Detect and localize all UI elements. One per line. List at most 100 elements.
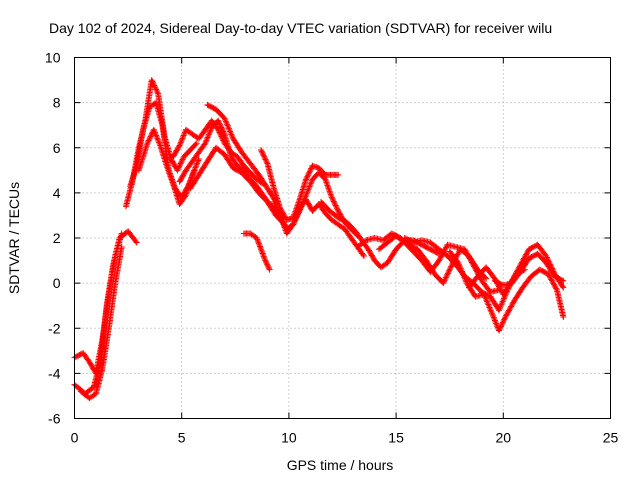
data-point-marker [500,318,507,325]
data-point-marker [223,119,230,126]
data-point-marker [306,202,313,209]
x-axis-label: GPS time / hours [287,457,394,473]
data-point-marker [486,304,493,311]
data-point-marker [360,251,367,258]
data-point-marker [273,204,280,211]
data-point-marker [444,270,451,277]
data-point-marker [176,178,183,185]
series-sat-i [187,144,288,228]
data-point-marker [462,275,469,282]
x-tick-label: 25 [603,430,619,446]
data-point-marker [259,250,266,257]
data-point-marker [274,207,281,214]
data-point-marker [305,170,312,177]
data-point-marker [259,149,266,156]
data-point-marker [215,119,222,126]
data-point-marker [152,131,159,138]
data-point-marker [488,308,495,315]
data-point-marker [263,260,270,267]
data-point-marker [490,313,497,320]
data-point-marker [87,360,94,367]
y-axis-label: SDTVAR / TECUs [6,182,22,294]
data-point-marker [151,128,158,135]
data-point-marker [445,269,452,276]
data-point-marker [506,307,513,314]
data-point-marker [496,305,503,312]
data-point-marker [178,157,185,164]
data-point-marker [190,168,197,175]
data-point-marker [274,208,281,215]
data-point-marker [543,254,550,261]
data-point-marker [460,272,467,279]
data-point-marker [335,171,342,178]
data-point-marker [256,242,263,249]
data-point-marker [177,139,184,146]
x-tick-label: 20 [496,430,512,446]
data-point-marker [146,136,153,143]
data-point-marker [304,187,311,194]
data-point-marker [456,262,463,269]
data-point-marker [219,127,226,134]
data-point-marker [254,236,261,243]
data-point-marker [328,194,335,201]
data-point-marker [435,257,442,264]
data-point-marker [156,141,163,148]
data-point-marker [148,77,155,84]
data-point-marker [225,125,232,132]
data-point-marker [170,161,177,168]
data-point-marker [145,138,152,145]
data-point-marker [489,311,496,318]
data-points [71,77,567,402]
data-point-marker [177,141,184,148]
data-point-marker [176,161,183,168]
data-point-marker [178,174,185,181]
data-point-marker [217,121,224,128]
data-point-marker [204,134,211,141]
data-point-marker [463,248,470,255]
data-point-marker [470,262,477,269]
data-point-marker [258,147,265,154]
data-point-marker [368,252,375,259]
data-point-marker [150,126,157,133]
data-point-marker [270,198,277,205]
data-point-marker [548,277,555,284]
series-sat-b [71,230,125,377]
data-point-marker [264,262,271,269]
data-point-marker [460,271,467,278]
data-point-marker [221,115,228,122]
data-point-marker [306,183,313,190]
data-point-marker [146,134,153,141]
data-point-marker [181,169,188,176]
data-point-marker [485,301,492,308]
data-point-marker [177,177,184,184]
data-point-marker [229,134,236,141]
data-point-marker [552,284,559,291]
data-point-marker [151,129,158,136]
data-point-marker [224,122,231,129]
data-point-marker [468,259,475,266]
series-sat-f [135,126,202,208]
data-point-marker [290,221,297,228]
data-point-marker [502,313,509,320]
data-point-marker [178,138,185,145]
data-point-marker [509,300,516,307]
data-point-marker [88,362,95,369]
data-point-marker [442,275,449,282]
data-point-marker [305,201,312,208]
data-point-marker [548,276,555,283]
data-point-marker [335,207,342,214]
y-tick-label: 0 [53,275,61,291]
data-point-marker [546,273,553,280]
data-point-marker [334,206,341,213]
data-point-marker [481,292,488,299]
data-point-marker [365,246,372,253]
data-point-marker [147,133,154,140]
data-point-marker [224,121,231,128]
data-point-marker [455,259,462,266]
data-point-marker [506,306,513,313]
data-point-marker [497,286,504,293]
data-point-marker [227,129,234,136]
data-point-marker [272,203,279,210]
data-point-marker [202,138,209,145]
data-point-marker [153,133,160,140]
